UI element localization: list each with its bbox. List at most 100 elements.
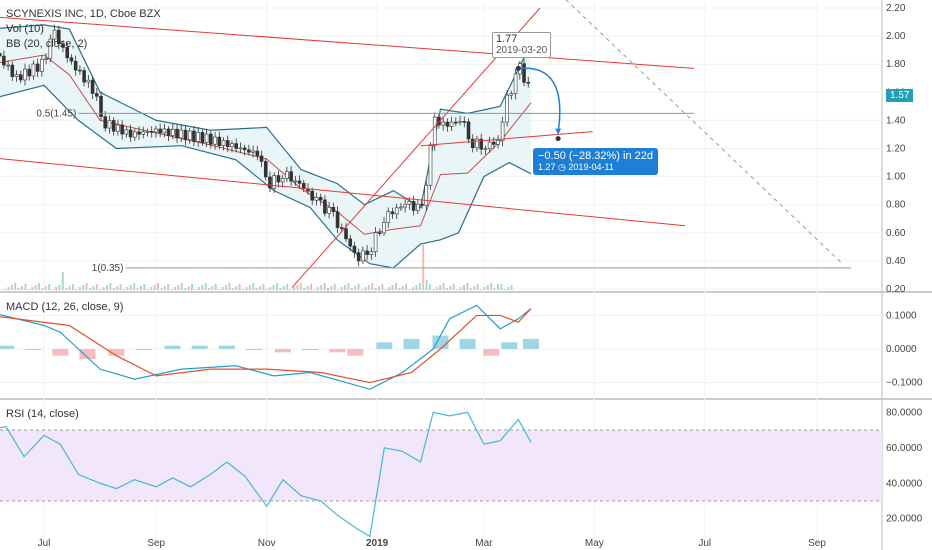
- candle-body: [52, 29, 57, 40]
- candle-body: [496, 140, 500, 145]
- macd-histogram-bar: [403, 338, 420, 349]
- candle-body: [314, 197, 319, 201]
- volume-bar: [299, 283, 302, 290]
- volume-bar: [367, 285, 370, 290]
- volume-bar: [310, 284, 312, 290]
- volume-bar: [384, 289, 387, 290]
- time-tick-label: Mar: [475, 538, 493, 549]
- volume-bar: [133, 283, 136, 290]
- volume-bar: [75, 289, 78, 290]
- volume-bar: [255, 288, 258, 290]
- candle-body: [120, 124, 124, 135]
- volume-bar: [340, 287, 343, 290]
- volume-bar: [412, 287, 414, 290]
- time-tick-label: Jul: [698, 538, 711, 549]
- candle-body: [10, 64, 15, 77]
- price-tick-label: 0.60: [886, 228, 906, 239]
- candle-body: [238, 147, 243, 150]
- candle-body: [48, 38, 53, 59]
- volume-bar: [463, 285, 465, 290]
- candle-body: [82, 70, 86, 83]
- candle-body: [162, 128, 167, 134]
- volume-bar: [442, 283, 445, 290]
- volume-bar: [493, 288, 496, 290]
- candle-body: [166, 128, 171, 136]
- candle-body: [344, 228, 348, 240]
- volume-bar: [408, 289, 411, 290]
- volume-bar: [27, 289, 30, 290]
- volume-bar: [170, 289, 173, 290]
- projection-end-dot: [555, 136, 561, 142]
- volume-bar: [446, 288, 448, 290]
- volume-bar: [429, 284, 431, 290]
- candle-body: [2, 55, 6, 66]
- candle-body: [111, 120, 116, 132]
- macd-histogram-bar: [376, 342, 393, 349]
- rsi-tick-label: 20.0000: [886, 514, 923, 525]
- candle-body: [500, 121, 505, 141]
- candle-body: [18, 74, 23, 81]
- candle-body: [65, 47, 70, 59]
- candle-body: [293, 180, 298, 183]
- peak-date: 2019-03-20: [496, 45, 548, 56]
- candle-body: [526, 81, 531, 84]
- projection-arrowhead: [555, 128, 562, 135]
- volume-bar: [14, 283, 17, 290]
- candle-body: [390, 211, 395, 215]
- macd-histogram-bar: [25, 349, 42, 350]
- price-tick-label: 2.20: [886, 3, 906, 14]
- volume-bar: [218, 289, 221, 290]
- candle-body: [365, 250, 369, 255]
- macd-histogram-bar: [191, 345, 208, 349]
- volume-bar: [78, 287, 81, 290]
- volume-bar: [320, 285, 323, 290]
- candle-body: [509, 93, 514, 96]
- volume-bar: [187, 286, 190, 290]
- candle-body: [505, 94, 509, 123]
- candle-body: [378, 232, 382, 234]
- volume-bar: [374, 288, 377, 290]
- volume-bar: [194, 289, 197, 290]
- macd-histogram-bar: [52, 349, 69, 356]
- volume-bar: [480, 289, 482, 290]
- time-tick-label: 2019: [366, 538, 389, 549]
- candle-body: [242, 147, 247, 151]
- volume-bar: [153, 285, 156, 290]
- volume-bar: [415, 285, 418, 290]
- volume-bar: [177, 285, 180, 290]
- rsi-tick-label: 80.0000: [886, 407, 923, 418]
- candle-body: [285, 171, 289, 179]
- price-tick-label: 1.80: [886, 59, 906, 70]
- candle-body: [213, 136, 217, 145]
- candle-body: [492, 141, 496, 145]
- candle-body: [230, 143, 234, 148]
- macd-histogram-bar: [522, 338, 539, 349]
- bb-upper-line: [0, 24, 532, 209]
- macd-tick-label: 0.0000: [886, 344, 917, 355]
- volume-bar: [38, 283, 40, 290]
- volume-bar: [4, 289, 6, 290]
- volume-bar: [282, 286, 285, 290]
- volume-bar: [354, 286, 357, 290]
- volume-bar: [17, 288, 20, 290]
- candle-body: [369, 251, 374, 255]
- macd-signal-line: [0, 308, 532, 384]
- macd-histogram-bar: [501, 342, 518, 349]
- volume-bar: [252, 283, 255, 290]
- volume-bar: [163, 286, 166, 290]
- candle-body: [441, 121, 445, 126]
- volume-bar: [89, 288, 91, 290]
- candle-body: [103, 116, 108, 129]
- projection-start-dot: [515, 65, 521, 71]
- volume-bar: [500, 284, 503, 290]
- volume-bar: [235, 286, 238, 290]
- volume-bar: [55, 287, 57, 290]
- candle-body: [318, 197, 323, 201]
- volume-bar: [452, 284, 455, 290]
- time-tick-label: Jul: [38, 538, 51, 549]
- candle-body: [40, 58, 44, 72]
- volume-bar: [225, 285, 227, 290]
- candle-body: [99, 96, 103, 117]
- volume-bar: [507, 287, 510, 290]
